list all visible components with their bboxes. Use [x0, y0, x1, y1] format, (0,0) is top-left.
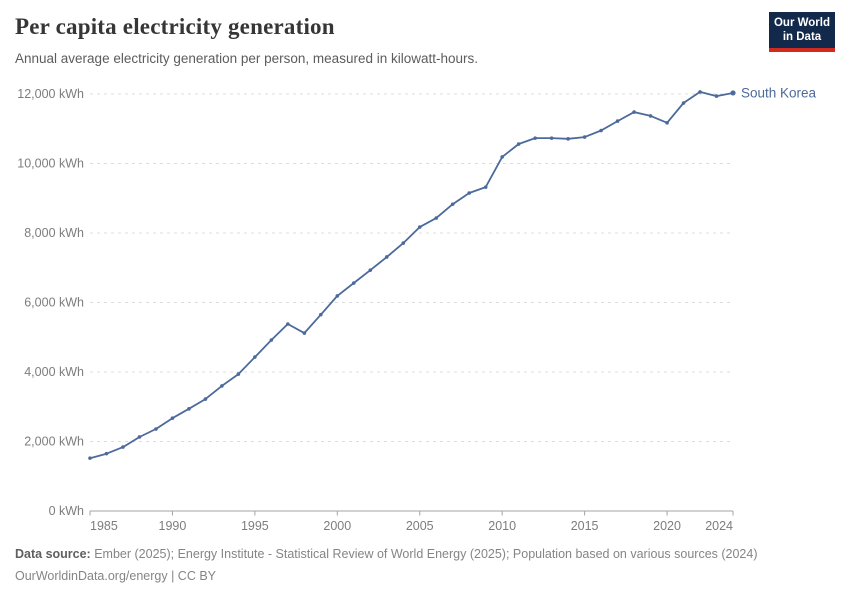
data-point [286, 322, 290, 326]
y-tick-label: 4,000 kWh [24, 365, 84, 379]
data-source-label: Data source: [15, 547, 91, 561]
y-tick-label: 2,000 kWh [24, 435, 84, 449]
x-tick-label: 2000 [323, 519, 351, 533]
data-point [203, 397, 208, 401]
owid-logo-line1: Our World [773, 17, 830, 29]
y-tick-label: 10,000 kWh [17, 157, 84, 171]
data-point [269, 338, 274, 342]
data-point [681, 101, 686, 105]
data-point [516, 142, 521, 146]
data-point [384, 255, 389, 259]
data-point [615, 119, 620, 123]
data-point [170, 416, 175, 421]
x-tick-label: 2020 [653, 519, 681, 533]
data-point [665, 121, 669, 125]
x-tick-label: 2010 [488, 519, 516, 533]
data-point [648, 114, 653, 118]
data-point [632, 110, 636, 114]
data-point [434, 216, 439, 220]
data-point [698, 90, 702, 94]
data-point [253, 355, 257, 359]
data-point [582, 135, 587, 139]
data-point [154, 427, 158, 431]
data-point [351, 281, 356, 285]
data-point [500, 155, 504, 159]
data-point [467, 191, 472, 195]
x-tick-label: 1995 [241, 519, 269, 533]
data-point [417, 225, 422, 229]
data-point [302, 331, 307, 335]
data-point [450, 202, 455, 206]
data-source-text: Ember (2025); Energy Institute - Statist… [90, 547, 758, 561]
data-point [236, 372, 241, 376]
data-point [187, 407, 191, 411]
x-tick-label: 2015 [571, 519, 599, 533]
data-point [220, 384, 224, 388]
x-tick-label: 2024 [705, 519, 733, 533]
data-point [714, 94, 719, 98]
data-point [137, 435, 142, 439]
series-end-label: South Korea [741, 85, 817, 100]
x-tick-label: 1985 [90, 519, 118, 533]
owid-logo[interactable]: Our World in Data [769, 12, 835, 52]
series-line [89, 91, 734, 460]
data-point [483, 185, 488, 189]
y-tick-label: 0 kWh [49, 504, 84, 518]
chart-subtitle: Annual average electricity generation pe… [15, 51, 479, 66]
data-point [549, 136, 554, 140]
y-tick-label: 12,000 kWh [17, 87, 84, 101]
license-link[interactable]: OurWorldinData.org/energy | CC BY [15, 569, 217, 583]
data-point [566, 137, 570, 141]
series-end-point [730, 90, 736, 96]
data-point [401, 241, 406, 245]
data-point [599, 128, 603, 133]
data-point [533, 136, 537, 140]
x-tick-label: 2005 [406, 519, 434, 533]
owid-logo-red-bar [769, 48, 835, 52]
data-point [335, 294, 340, 298]
data-point [319, 312, 323, 317]
owid-logo-line2: in Data [782, 31, 822, 43]
page-title: Per capita electricity generation [15, 14, 335, 39]
data-source-note: Data source: Ember (2025); Energy Instit… [15, 547, 835, 561]
data-point [368, 268, 373, 272]
data-point [88, 456, 92, 460]
data-point [104, 451, 109, 456]
line-chart-canvas[interactable]: 0 kWh 2,000 kWh 4,000 kWh 6,000 kWh 8,000 kW… [0, 80, 850, 540]
data-point [121, 445, 125, 449]
owid-logo-text: Our World in Data [769, 12, 835, 48]
y-tick-label: 8,000 kWh [24, 226, 84, 240]
x-tick-label: 1990 [159, 519, 187, 533]
y-tick-label: 6,000 kWh [24, 296, 84, 310]
